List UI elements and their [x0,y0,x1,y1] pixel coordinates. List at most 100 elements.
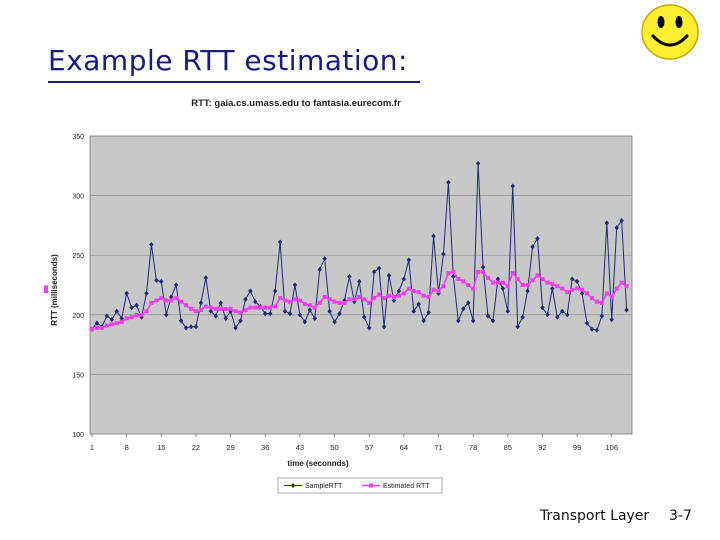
plot-area [89,135,633,435]
sample-rtt-point [287,311,293,317]
title-underline [48,81,420,83]
footer-topic: Transport Layer [540,508,650,524]
estimated-rtt-point [114,321,119,326]
estimated-rtt-point [238,310,243,315]
estimated-rtt-point [486,275,490,280]
sample-rtt-point [431,233,436,239]
estimated-rtt-point [184,303,189,308]
x-axis-label: time (seconnds) [287,459,349,468]
sample-rtt-point [584,320,590,326]
chart-legend: SampleRTT Estimated RTT [277,477,443,494]
sample-rtt-point [208,308,213,314]
estimated-rtt-point [530,278,535,283]
estimated-rtt-point [560,286,565,291]
estimated-rtt-point [149,300,154,305]
rtt-chart: 100 150 200 250 300 350 1 8 15 22 29 36 43 50 57 64 71 7… [44,98,633,494]
estimated-rtt-point [520,283,525,287]
estimated-rtt-point [342,300,347,305]
estimated-rtt-point [570,287,575,292]
estimated-rtt-point [476,269,481,274]
sample-rtt-point [357,278,362,285]
estimated-rtt-point [332,299,337,304]
sample-rtt-point [441,251,446,257]
sample-rtt-point [505,308,510,314]
legend-estimated-label: Estimated RTT [383,483,430,490]
estimated-rtt-point [90,327,94,332]
estimated-rtt-point [550,281,555,286]
estimated-rtt-point [510,271,515,276]
estimated-rtt-point [575,286,580,291]
estimated-rtt-point [109,322,114,327]
chart-title: RTT: gaia.cs.umass.edu to fantasia.eurec… [191,98,401,109]
sample-rtt-point [198,300,204,306]
estimated-rtt-point [406,286,411,291]
y-tick-label: 100 [72,432,84,439]
estimated-rtt-point [283,298,288,303]
sample-rtt-point [500,285,506,292]
sample-rtt-point [347,274,352,280]
x-tick-label: 36 [261,443,269,452]
series-points [44,160,629,333]
estimated-rtt-point [614,286,619,291]
legend-sample-marker [290,483,296,488]
estimated-rtt-point [495,280,500,285]
sample-rtt-point [109,316,114,323]
estimated-rtt-point [585,291,589,296]
sample-rtt-point [243,296,248,302]
smiley-face [641,4,699,60]
estimated-rtt-point [99,325,104,330]
sample-rtt-point [129,305,134,311]
estimated-rtt-point [401,291,406,296]
estimated-rtt-point [258,305,263,310]
estimated-rtt-point [471,286,476,291]
estimated-rtt-point [164,298,169,303]
estimated-rtt-point [461,279,466,284]
legend-box [277,477,443,494]
estimated-rtt-point [302,302,307,307]
sample-rtt-point [159,278,164,285]
sample-rtt-point [144,290,149,296]
sample-rtt-point [297,312,303,318]
sample-rtt-point [238,318,243,324]
x-tick-label: 99 [573,443,581,452]
sample-rtt-point [282,308,288,314]
smiley-mouth [651,34,689,47]
estimated-rtt-point [263,305,268,310]
estimated-rtt-point [411,288,416,293]
sample-rtt-point [574,278,580,285]
estimated-rtt-point [599,300,604,305]
estimated-rtt-point [451,269,456,274]
sample-rtt-point [213,313,218,319]
sample-rtt-point [579,290,585,296]
estimated-rtt-point [490,280,495,285]
sample-rtt-point [470,318,476,324]
estimated-rtt-point [347,297,352,302]
sample-rtt-point [456,318,461,324]
estimated-rtt-point [604,291,609,296]
estimated-rtt-point [594,299,599,304]
estimated-rtt-point [466,283,471,287]
estimated-rtt-point [268,305,273,310]
estimated-rtt-point [609,294,614,299]
x-tick-label: 64 [400,443,408,452]
estimated-rtt-point [446,271,451,276]
estimated-rtt-point [416,290,421,295]
slide-title: Example RTT estimation: [48,44,408,77]
sample-rtt-point [535,235,540,242]
sample-rtt-point [124,290,129,296]
sample-rtt-point [218,300,223,306]
estimated-rtt-point [565,290,570,295]
estimated-rtt-point [154,298,159,303]
y-axis-ticks: 100 150 200 250 300 350 [72,134,84,439]
estimated-rtt-point [273,304,278,309]
estimated-rtt-point [456,277,461,282]
estimated-rtt-point [515,277,520,282]
y-tick-label: 150 [72,372,84,379]
estimated-rtt-point [193,309,198,314]
estimated-rtt-point [44,285,48,290]
estimated-rtt-point [213,306,218,311]
estimated-rtt-point [119,319,124,324]
x-tick-label: 43 [296,443,304,452]
estimated-rtt-point [307,303,312,308]
estimated-rtt-point [198,308,203,313]
